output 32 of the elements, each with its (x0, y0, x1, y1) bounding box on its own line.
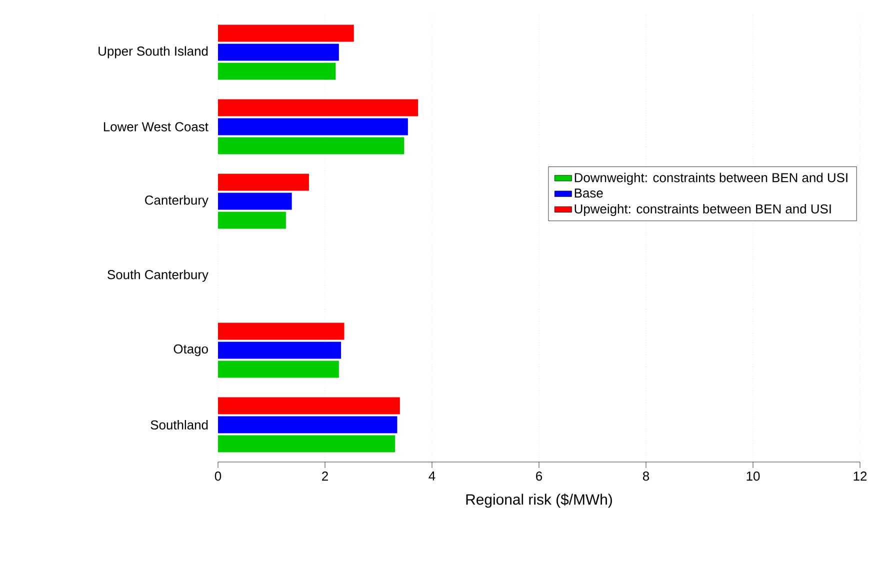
x-tick-label: 2 (322, 472, 328, 481)
y-tick-label: Canterbury (145, 195, 208, 208)
bar (218, 192, 292, 210)
y-tick-label: Lower West Coast (104, 122, 208, 132)
bar (218, 212, 286, 229)
x-tick-label: 4 (428, 472, 436, 480)
bar (218, 435, 396, 452)
x-axis-title: Regional risk ($/MWh) (466, 494, 612, 508)
x-tick-label: 0 (214, 472, 222, 481)
legend-label: Base (574, 188, 603, 198)
bar (218, 342, 342, 359)
y-tick-label: Southland (150, 420, 208, 430)
bar (218, 99, 418, 116)
legend-label: Upweight: constraints between BEN and USI (574, 204, 831, 216)
y-tick-label: South Canterbury (108, 270, 208, 282)
x-tick-label: 10 (746, 472, 760, 481)
legend-label: Downweight: constraints between BEN and USI (574, 172, 848, 185)
bar (218, 322, 344, 340)
x-tick-label: 8 (642, 472, 650, 481)
bar (218, 397, 400, 414)
bar (218, 360, 339, 378)
bar (218, 44, 339, 61)
bar (218, 137, 404, 154)
bar (218, 174, 309, 191)
y-tick-label: Upper South Island (98, 46, 208, 58)
bar (218, 24, 354, 42)
bar (218, 118, 408, 136)
bar (218, 62, 336, 80)
y-tick-label: Otago (174, 344, 208, 356)
x-tick-label: 6 (536, 472, 542, 481)
bar (218, 416, 398, 434)
x-tick-label: 12 (854, 472, 867, 481)
